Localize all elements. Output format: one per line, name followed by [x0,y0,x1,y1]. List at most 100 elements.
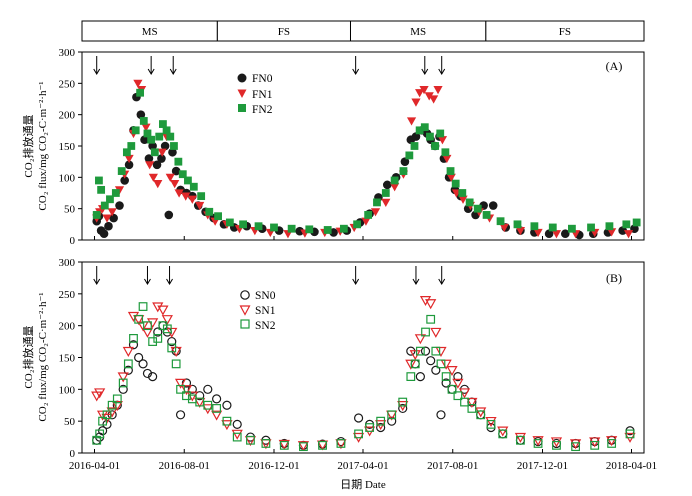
legend-fn1-label: FN1 [252,89,273,101]
y-tick-label-1-2: 100 [59,384,76,396]
panel-b-marks [91,296,636,452]
y-tick-label-1-6: 300 [59,257,76,269]
fn2-point-52 [465,198,474,207]
fn2-point-55 [496,217,505,226]
sn2-point-0 [92,435,102,445]
legend-sn1-label: SN1 [255,305,276,317]
fn2-point-41 [405,151,414,160]
series-fn1 [92,79,634,239]
panel-a: 0 50 100 150 200 250 300 (A) FN0 FN1 FN2 CO₂排放… [21,47,645,247]
sn2-point-30 [318,440,327,450]
fn0-point-13 [144,154,154,163]
sn2-point-19 [182,391,191,401]
sn1-point-55 [569,439,582,450]
fn2-point-56 [513,220,522,229]
fertilization-arrowhead-0-1 [147,68,155,75]
fn2-point-50 [451,179,460,188]
sn2-point-8 [129,334,138,343]
series-fn2 [92,88,641,234]
sn1-point-29 [297,441,310,452]
y-tick-label-1-5: 250 [59,289,76,301]
sn1-point-14 [157,305,169,316]
fn0-point-39 [382,180,392,190]
legend-sn2-marker [240,319,250,329]
panel-b-legend: SN0 SN1 SN2 [239,290,276,332]
sn2-point-7 [123,359,133,369]
legend-fn2-marker [238,104,246,112]
fn2-point-7 [122,148,131,157]
sn1-point-49 [475,407,487,418]
sn2-point-9 [134,314,144,324]
panel-b-frame [81,261,645,454]
sn0-point-25 [232,419,242,429]
fn2-point-25 [205,207,214,216]
y-tick-label-1-4: 200 [59,321,76,333]
sn1-point-52 [514,432,527,443]
sn0-point-43 [436,410,446,420]
sn1-point-18 [174,378,187,389]
sn2-point-37 [406,372,416,381]
y-tick-label-1-1: 50 [64,416,76,428]
fn2-point-48 [441,148,450,157]
fn2-point-57 [530,222,539,231]
sn2-point-42 [431,346,441,356]
x-tick-label-0: 2016-04-01 [69,460,120,472]
sn0-point-10 [138,359,148,369]
fn2-point-4 [106,195,114,204]
fn1-point-36 [381,198,391,207]
sn2-point-11 [143,321,152,331]
fn1-point-20 [181,192,191,201]
fn1-point-9 [133,79,143,88]
fn2-point-35 [353,220,362,229]
x-tick-label-6: 2018-04-01 [606,460,657,472]
sn1-point-46 [452,378,464,389]
fn0-point-20 [171,166,181,176]
sn2-point-18 [176,384,185,394]
y-tick-label-0-6: 300 [59,47,76,59]
sn2-point-24 [222,416,232,426]
sn2-point-25 [232,432,242,442]
fn2-point-34 [339,224,348,233]
fertilization-arrowhead-1-5 [438,278,446,285]
fn2-point-23 [189,182,198,191]
legend-fn0-marker [237,73,247,83]
fn2-point-18 [166,132,175,141]
panel-a-axes: 0 50 100 150 200 250 300 [59,47,632,247]
fn0-point-65 [618,226,627,235]
fn0-point-32 [295,226,305,236]
fertilization-arrowhead-1-0 [93,278,101,285]
sn0-point-23 [212,394,222,404]
sn2-point-51 [498,429,508,439]
sn0-point-18 [175,410,186,420]
fn2-point-22 [184,176,192,185]
sn2-point-1 [95,429,105,439]
sn0-point-35 [387,416,397,426]
sn1-point-4 [106,407,118,418]
fn2-point-16 [159,120,167,128]
sn0-point-3 [102,419,112,429]
sn0-point-39 [415,372,425,382]
sn0-point-12 [148,372,158,382]
sn2-point-54 [552,440,561,450]
fn0-point-56 [488,201,498,210]
fn2-point-38 [381,189,390,197]
sn0-point-32 [353,413,364,423]
fn2-point-5 [111,189,120,197]
fn2-point-15 [155,132,164,141]
fn2-point-54 [482,211,491,219]
panel-b-ylabel: CO₂排放通量 [21,325,35,388]
sn0-point-7 [123,365,133,375]
fn1-point-48 [446,173,456,182]
fn1-point-34 [361,217,371,226]
sn0-point-22 [203,384,213,394]
fn1-point-22 [195,201,205,211]
sn1-point-7 [122,346,134,357]
fn0-point-4 [104,221,113,231]
season-bar: MS FS MS FS [81,20,645,42]
sn2-point-44 [441,372,451,381]
sn2-point-27 [261,439,271,448]
fn2-point-9 [131,126,140,135]
sn0-point-36 [398,403,408,414]
fn2-point-0 [92,211,101,219]
